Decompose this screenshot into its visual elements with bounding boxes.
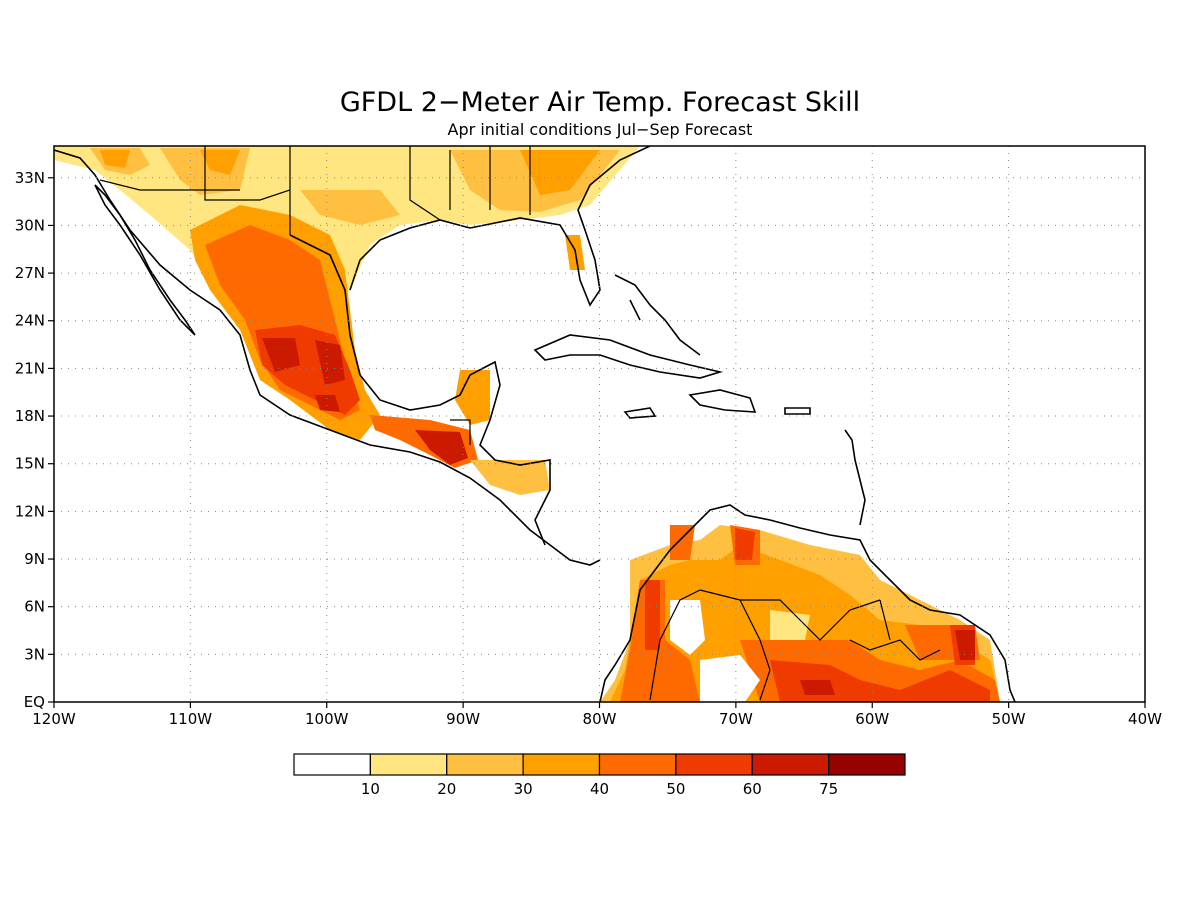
coastline-gulf-of-mexico [289,146,651,546]
shade-sa-gap-3 [770,610,810,640]
legend-swatch [293,753,371,776]
legend-label: 20 [437,780,456,798]
color-legend: 10 20 30 40 50 60 75 [293,753,906,798]
shade-sa-gap-1 [670,600,705,655]
coastline-lesser-antilles [844,429,866,526]
lat-tick-label: 6N [24,598,45,616]
lon-tick-label: 80W [583,710,617,728]
coastlines [54,146,1016,702]
country-borders [99,146,941,701]
map-title: GFDL 2−Meter Air Temp. Forecast Skill [340,87,860,118]
coastline-cuba [533,334,724,379]
lat-tick-label: 24N [15,312,45,330]
legend-swatch [598,753,677,776]
legend-swatch [751,753,830,776]
legend-label: 30 [514,780,533,798]
lat-tick-label: 3N [24,645,45,663]
legend-swatch [675,753,753,776]
lat-tick-label: 15N [15,455,45,473]
shade-usa-south-high [100,150,600,270]
lat-tick-label: 18N [15,407,45,425]
shade-honduras [470,460,550,495]
legend-label: 40 [590,780,609,798]
shade-sa-max [800,630,975,695]
legend-swatch [369,753,448,776]
lon-tick-label: 100W [305,710,349,728]
lon-tick-label: 70W [719,710,753,728]
lon-tick-label: 50W [992,710,1026,728]
lon-tick-label: 60W [855,710,889,728]
latitude-ticks: EQ 3N 6N 9N 12N 15N 18N 21N 24N 27N 30N 33N [15,169,54,711]
coastline-south-america [599,504,1016,702]
shade-mexico-top [262,338,345,412]
coastline-hispaniola [688,389,757,413]
legend-swatch [828,753,906,776]
lat-tick-label: 27N [15,264,45,282]
shade-sa-gap-2 [700,655,760,702]
coastline-bahamas [614,274,701,356]
lat-tick-label: EQ [24,693,45,711]
coastline-jamaica [623,407,657,419]
lon-tick-label: 40W [1128,710,1162,728]
map-subtitle: Apr initial conditions Jul−Sep Forecast [448,120,753,139]
shade-yucatan [455,370,490,425]
lat-tick-label: 12N [15,502,45,520]
legend-label: 50 [666,780,685,798]
lat-tick-label: 9N [24,550,45,568]
legend-swatch [446,753,524,776]
lat-tick-label: 30N [15,216,45,234]
lon-tick-label: 90W [446,710,480,728]
coastline-baja [94,184,196,336]
legend-label: 60 [743,780,762,798]
legend-label: 10 [361,780,380,798]
lat-tick-label: 21N [15,359,45,377]
lon-tick-label: 120W [32,710,76,728]
legend-label: 75 [819,780,838,798]
shade-sa-top [645,528,990,702]
coastline-puerto-rico [784,407,811,415]
shade-guatemala-high [415,430,468,465]
legend-swatch [522,753,601,776]
lat-tick-label: 33N [15,169,45,187]
longitude-ticks: 120W 110W 100W 90W 80W 70W 60W 50W 40W [32,702,1162,728]
skill-shading [54,146,1000,702]
lon-tick-label: 110W [169,710,213,728]
